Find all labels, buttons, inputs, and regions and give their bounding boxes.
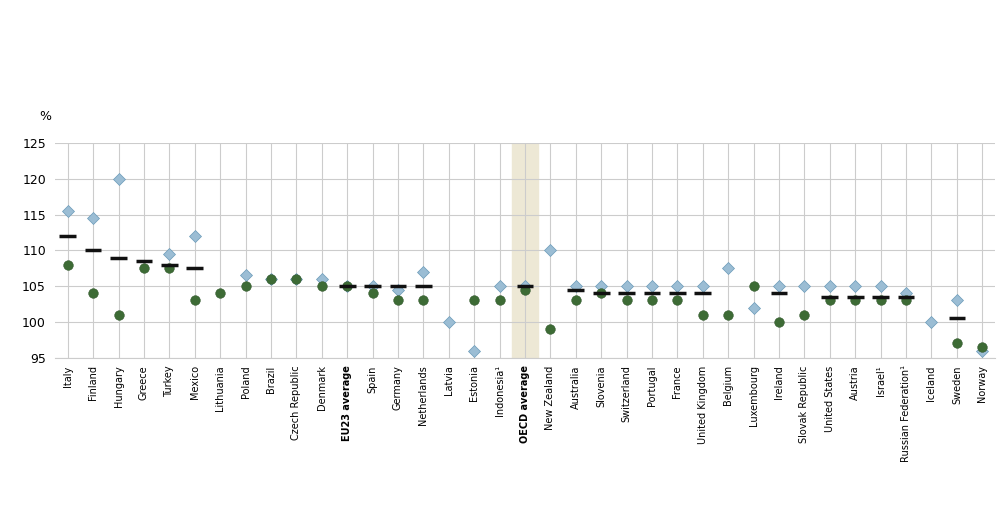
Text: %: % — [39, 110, 51, 123]
Bar — [512, 143, 538, 358]
